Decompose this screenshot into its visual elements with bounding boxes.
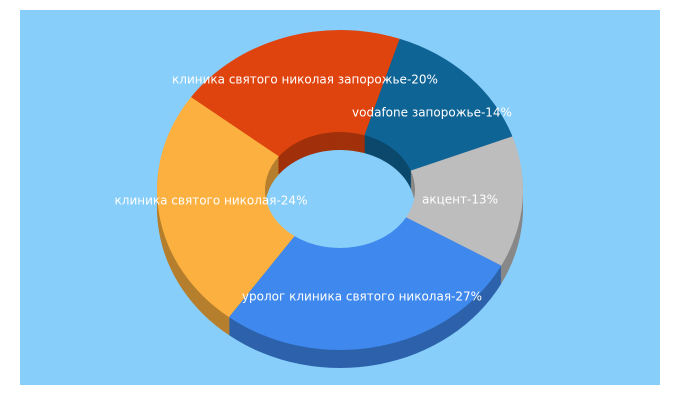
slice	[364, 38, 513, 171]
data-label: клиника святого николая запорожье-20%	[172, 73, 438, 87]
slice	[191, 29, 400, 157]
data-label: клиника святого николая-24%	[115, 194, 308, 208]
slice	[228, 217, 502, 350]
data-label: vodafone запорожье-14%	[352, 106, 512, 120]
slice	[156, 97, 295, 318]
slice	[406, 136, 523, 266]
data-label: уролог клиника святого николая-27%	[242, 290, 482, 304]
data-label: акцент-13%	[422, 193, 498, 207]
